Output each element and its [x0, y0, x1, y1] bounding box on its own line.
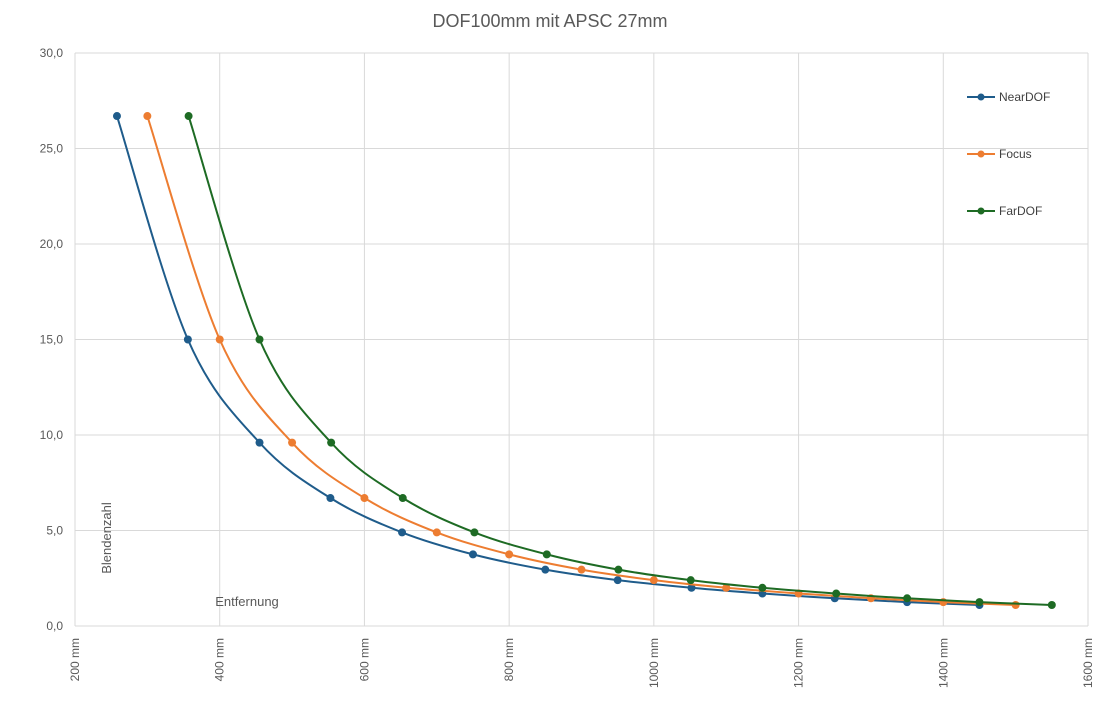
- legend-marker-focus: [977, 150, 985, 158]
- data-point-focus: [143, 112, 152, 121]
- chart-title: DOF100mm mit APSC 27mm: [432, 11, 667, 31]
- y-axis-ticks: 0,0 5,0 10,0 15,0 20,0 25,0 30,0: [40, 46, 64, 633]
- legend-label-fardof: FarDOF: [999, 204, 1042, 218]
- series-line-neardof: [116, 115, 980, 606]
- data-point-neardof: [183, 335, 192, 344]
- y-tick-label: 15,0: [40, 333, 64, 347]
- x-tick-label: 1600 mm: [1081, 638, 1095, 688]
- x-tick-label: 200 mm: [68, 638, 82, 681]
- data-point-neardof: [112, 112, 121, 121]
- y-tick-label: 20,0: [40, 237, 64, 251]
- legend-marker-neardof: [977, 93, 985, 101]
- data-point-fardof: [614, 565, 623, 574]
- data-point-fardof: [398, 494, 407, 503]
- legend-label-neardof: NearDOF: [999, 90, 1050, 104]
- y-tick-label: 5,0: [46, 524, 63, 538]
- data-point-fardof: [1047, 600, 1056, 609]
- data-point-fardof: [686, 576, 695, 585]
- data-point-focus: [360, 494, 369, 503]
- legend-marker-fardof: [977, 207, 985, 215]
- data-point-fardof: [184, 112, 193, 121]
- data-point-neardof: [398, 528, 407, 537]
- y-tick-label: 30,0: [40, 46, 64, 60]
- x-axis-ticks: 200 mm 400 mm 600 mm 800 mm 1000 mm 1200 mm 14…: [68, 638, 1095, 688]
- legend-label-focus: Focus: [999, 147, 1032, 161]
- data-point-fardof: [542, 550, 551, 559]
- data-point-focus: [722, 583, 731, 592]
- series-line-focus: [146, 115, 1016, 606]
- data-point-neardof: [326, 494, 335, 503]
- data-point-focus: [505, 550, 514, 559]
- data-point-focus: [432, 528, 441, 537]
- x-tick-label: 400 mm: [213, 638, 227, 681]
- y-tick-label: 25,0: [40, 142, 64, 156]
- gridlines: [74, 52, 1089, 627]
- data-point-focus: [1011, 600, 1020, 609]
- x-tick-label: 1000 mm: [647, 638, 661, 688]
- data-point-fardof: [975, 598, 984, 607]
- data-point-neardof: [255, 438, 264, 447]
- data-point-fardof: [470, 528, 479, 537]
- data-point-fardof: [903, 594, 912, 603]
- y-tick-label: 10,0: [40, 428, 64, 442]
- data-point-neardof: [541, 565, 550, 574]
- x-tick-label: 600 mm: [357, 638, 371, 681]
- series-lines: [112, 112, 1056, 609]
- legend: NearDOF Focus FarDOF: [967, 90, 1050, 218]
- x-axis-label: Entfernung: [215, 594, 279, 609]
- data-point-fardof: [832, 589, 841, 598]
- x-tick-label: 800 mm: [502, 638, 516, 681]
- data-point-neardof: [468, 550, 477, 559]
- data-point-focus: [649, 576, 658, 585]
- data-point-fardof: [255, 335, 264, 344]
- x-tick-label: 1400 mm: [936, 638, 950, 688]
- y-axis-label: Blendenzahl: [99, 502, 114, 574]
- data-point-fardof: [327, 438, 336, 447]
- series-line-fardof: [187, 115, 1052, 606]
- data-point-fardof: [758, 583, 767, 592]
- data-point-focus: [288, 438, 297, 447]
- y-tick-label: 0,0: [46, 619, 63, 633]
- data-point-neardof: [613, 576, 622, 585]
- data-point-neardof: [687, 583, 696, 592]
- data-point-focus: [215, 335, 224, 344]
- data-point-focus: [577, 565, 586, 574]
- x-tick-label: 1200 mm: [792, 638, 806, 688]
